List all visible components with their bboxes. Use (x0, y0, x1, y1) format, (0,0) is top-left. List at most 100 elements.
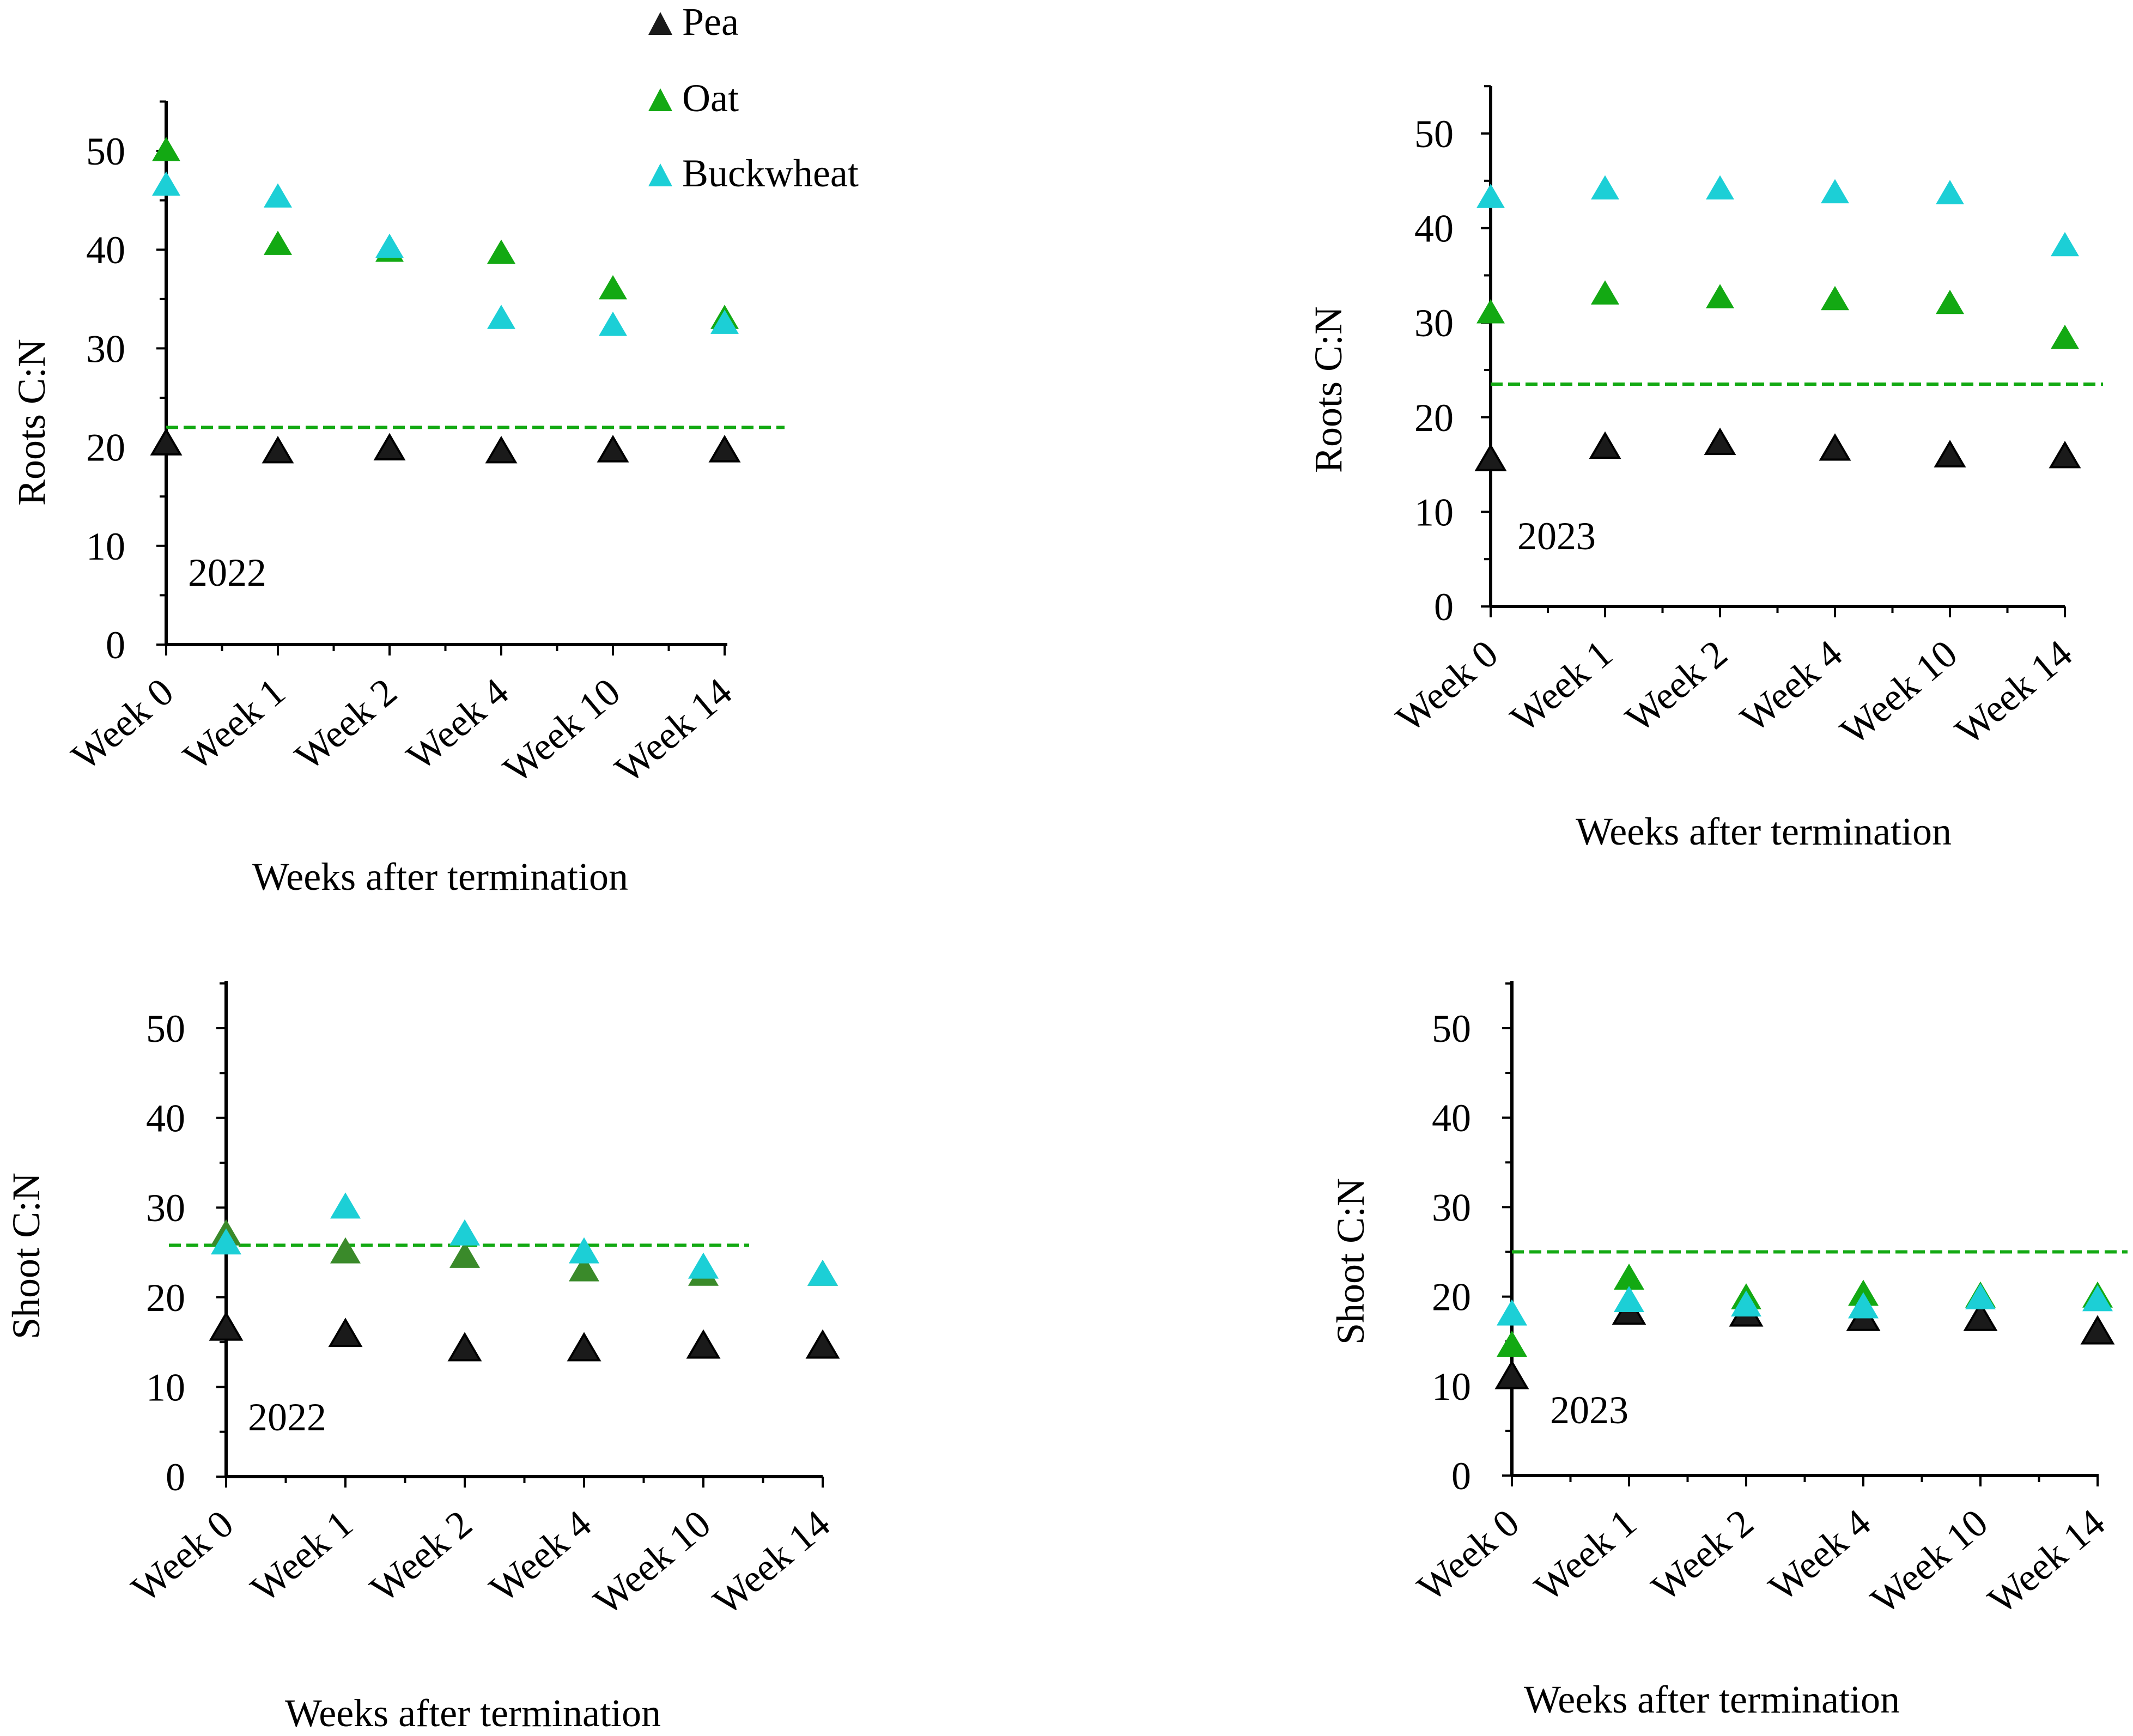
y-tick-label: 10 (1432, 1365, 1471, 1409)
point-buckwheat-week-1 (264, 183, 292, 208)
point-pea-week-0 (150, 428, 183, 456)
x-tick-label: Week 10 (586, 1502, 719, 1623)
point-buckwheat-week-2 (1706, 175, 1734, 200)
x-tick-label: Week 1 (1526, 1501, 1644, 1610)
x-tick-label: Week 10 (1863, 1501, 1996, 1622)
y-tick-label: 20 (86, 426, 125, 470)
point-buckwheat-week-10 (688, 1252, 719, 1279)
point-oat-week-1 (1614, 1263, 1644, 1290)
point-oat-week-2 (1706, 284, 1734, 308)
axis-ticks (1502, 982, 2099, 1486)
y-tick-label: 10 (86, 525, 125, 568)
y-axis-title: Shoot C:N (4, 1173, 48, 1339)
x-tick-label: Week 14 (1980, 1501, 2113, 1622)
y-tick-label: 20 (1432, 1276, 1471, 1319)
point-pea-week-14 (805, 1329, 840, 1359)
point-pea-week-14 (708, 435, 741, 463)
point-oat-week-4 (487, 239, 515, 264)
x-tick-label: Week 2 (287, 670, 405, 779)
x-tick-label: Week 0 (63, 670, 181, 779)
point-pea-week-4 (485, 435, 518, 464)
point-buckwheat-week-10 (1936, 180, 1964, 204)
y-tick-label: 40 (146, 1097, 185, 1140)
point-buckwheat-week-14 (710, 309, 739, 334)
point-buckwheat-week-2 (1731, 1290, 1761, 1317)
legend-label-pea: Pea (682, 0, 739, 44)
x-tick-label: Week 10 (495, 670, 629, 791)
point-buckwheat-week-0 (211, 1228, 241, 1255)
point-oat-week-4 (1821, 286, 1849, 311)
x-axis-title: Weeks after termination (252, 855, 628, 899)
point-pea-week-0 (1494, 1359, 1529, 1389)
point-pea-week-10 (686, 1329, 721, 1359)
point-pea-week-2 (373, 433, 406, 460)
legend-marker-pea (648, 12, 672, 35)
y-tick-label: 30 (146, 1186, 185, 1230)
y-axis-title: Roots C:N (10, 339, 53, 506)
point-oat-week-0 (1476, 299, 1505, 324)
point-pea-week-1 (328, 1318, 363, 1347)
point-buckwheat-week-0 (1497, 1299, 1527, 1326)
point-pea-week-10 (597, 435, 629, 463)
x-tick-label: Week 1 (175, 670, 293, 779)
y-tick-label: 0 (1434, 585, 1454, 629)
y-tick-label: 50 (146, 1007, 185, 1051)
point-oat-week-10 (1936, 289, 1964, 314)
x-tick-label: Week 1 (1502, 632, 1620, 740)
x-tick-label: Week 0 (1409, 1501, 1527, 1610)
point-pea-week-4 (1819, 433, 1851, 461)
legend-label-oat: Oat (682, 76, 739, 120)
y-axis-title: Shoot C:N (1329, 1178, 1372, 1345)
point-buckwheat-week-14 (807, 1259, 838, 1286)
point-oat-week-10 (599, 275, 627, 300)
x-tick-label: Week 14 (607, 670, 740, 791)
year-label: 2022 (188, 551, 266, 594)
y-axis-title: Roots C:N (1306, 306, 1350, 473)
point-buckwheat-week-2 (375, 233, 404, 258)
point-buckwheat-week-0 (152, 171, 180, 196)
point-buckwheat-week-1 (1591, 175, 1619, 200)
y-tick-label: 10 (1414, 490, 1454, 534)
point-oat-week-1 (264, 230, 292, 255)
point-buckwheat-week-14 (2051, 232, 2079, 257)
point-buckwheat-week-0 (1476, 184, 1505, 208)
point-buckwheat-week-1 (330, 1192, 361, 1219)
point-pea-week-0 (1474, 444, 1507, 471)
y-tick-label: 0 (166, 1455, 185, 1499)
point-pea-week-0 (209, 1311, 244, 1341)
point-buckwheat-week-4 (487, 305, 515, 329)
point-pea-week-10 (1934, 440, 1966, 468)
legend: Pea Oat Buckwheat (648, 0, 859, 195)
y-tick-label: 50 (1432, 1007, 1471, 1051)
x-axis-title: Weeks after termination (1524, 1678, 1900, 1721)
point-pea-week-1 (262, 435, 294, 464)
y-tick-label: 20 (146, 1276, 185, 1320)
point-buckwheat-week-2 (449, 1219, 480, 1246)
y-tick-label: 50 (1414, 112, 1454, 156)
legend-marker-oat (648, 88, 672, 111)
y-tick-label: 30 (1432, 1186, 1471, 1229)
x-axis-title: Weeks after termination (285, 1691, 661, 1735)
point-oat-week-1 (330, 1237, 361, 1264)
y-tick-label: 50 (86, 130, 125, 173)
y-tick-label: 0 (1451, 1454, 1471, 1498)
data-points (150, 137, 785, 464)
point-buckwheat-week-10 (599, 311, 627, 336)
point-oat-week-1 (1591, 280, 1619, 305)
x-tick-label: Week 2 (362, 1502, 480, 1611)
y-tick-label: 40 (1432, 1096, 1471, 1140)
y-tick-label: 20 (1414, 396, 1454, 440)
y-tick-label: 40 (1414, 207, 1454, 251)
x-axis-title: Weeks after termination (1576, 810, 1952, 853)
point-buckwheat-week-4 (569, 1237, 599, 1264)
y-tick-label: 30 (86, 327, 125, 371)
point-oat-week-14 (2051, 324, 2079, 349)
point-buckwheat-week-4 (1848, 1292, 1879, 1319)
data-points (1474, 175, 2103, 471)
legend-marker-buckwheat (648, 163, 672, 186)
point-pea-week-4 (567, 1332, 601, 1362)
